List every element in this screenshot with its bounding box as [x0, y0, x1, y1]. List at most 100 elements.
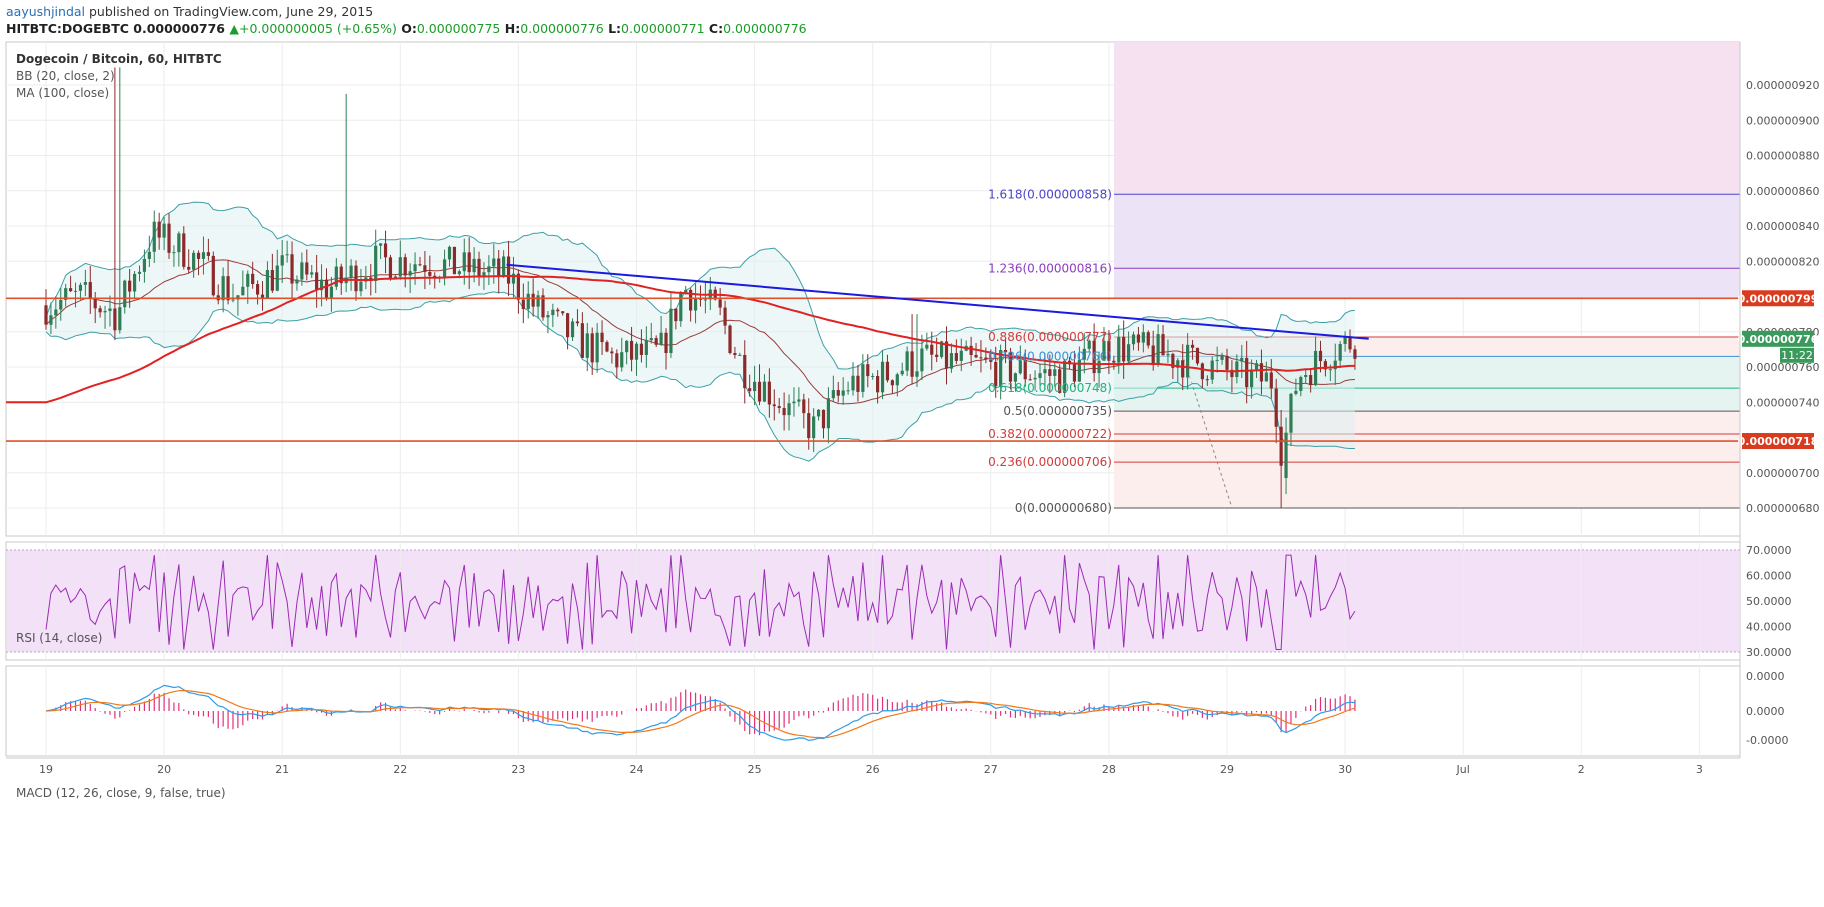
candle-body [949, 353, 954, 369]
price-axis-tick: 0.000000700 [1746, 467, 1819, 480]
candle-body [856, 375, 860, 392]
candle-body [1195, 347, 1200, 364]
candle-body [600, 332, 604, 343]
candle-body [241, 286, 245, 296]
candle-body [162, 223, 166, 238]
candle-body [388, 257, 393, 280]
candle-body [108, 308, 112, 312]
candle-body [999, 349, 1003, 387]
candle-body [644, 340, 648, 355]
candle-body [812, 416, 816, 439]
candle-body [487, 266, 491, 273]
candle-body [634, 343, 639, 360]
candle-body [1072, 364, 1077, 382]
candle-body [428, 271, 432, 276]
candle-body [1299, 377, 1303, 391]
support-price-badge: 0.000000718 [1738, 435, 1819, 448]
candle-body [777, 406, 781, 409]
candle-body [664, 332, 668, 354]
candle-body [516, 273, 520, 300]
candle-body [546, 315, 550, 318]
candle-body [1126, 344, 1131, 362]
candle-body [1156, 334, 1160, 365]
candle-body [192, 252, 196, 270]
up-arrow-icon: ▲ [229, 21, 239, 36]
candle-body [575, 321, 580, 324]
candle-body [674, 308, 678, 322]
candle-body [1146, 332, 1150, 346]
macd-axis-tick: -0.0000 [1746, 734, 1788, 747]
candle-body [1338, 344, 1342, 361]
candle-body [979, 357, 983, 359]
close-label: C: [708, 21, 724, 36]
candle-body [462, 252, 466, 272]
candle-body [1038, 373, 1042, 378]
candle-body [1033, 377, 1037, 380]
candle-body [511, 273, 516, 284]
candle-body [1274, 388, 1278, 427]
candle-body [703, 299, 707, 301]
candle-body [226, 276, 230, 301]
candle-body [1102, 340, 1106, 361]
price-axis-tick: 0.000000860 [1746, 185, 1819, 198]
macd-line [45, 684, 1355, 742]
candle-body [1018, 360, 1022, 374]
candle-body [1205, 379, 1209, 381]
candle-body [595, 332, 599, 363]
rsi-axis-tick: 60.0000 [1746, 570, 1792, 583]
ohlc-line: HITBTC:DOGEBTC 0.000000776 ▲+0.000000005… [6, 22, 807, 36]
fib-level-label: 1.618(0.000000858) [988, 187, 1112, 201]
published-text: published on TradingView.com, June 29, 2… [89, 4, 374, 19]
time-axis-tick: 22 [393, 763, 407, 776]
author-link[interactable]: aayushjindal [6, 4, 86, 19]
candle-body [797, 399, 801, 402]
candle-body [757, 381, 762, 402]
candle-body [236, 295, 240, 300]
candle-body [265, 270, 270, 299]
candle-body [172, 252, 176, 254]
candle-body [103, 311, 107, 313]
chart-header: aayushjindal published on TradingView.co… [0, 0, 1824, 38]
macd-legend[interactable]: MACD (12, 26, close, 9, false, true) [16, 786, 226, 800]
rsi-legend[interactable]: RSI (14, close) [16, 631, 103, 645]
bb-legend[interactable]: BB (20, close, 2) [16, 69, 115, 83]
candle-body [1151, 345, 1155, 365]
candle-body [132, 273, 137, 292]
open-value: 0.000000775 [416, 21, 501, 36]
candle-body [890, 380, 894, 386]
candle-body [403, 257, 407, 276]
candle-body [654, 338, 658, 345]
fib-level-label: 0.236(0.000000706) [988, 455, 1112, 469]
candle-body [502, 256, 506, 277]
time-axis-tick: 3 [1696, 763, 1703, 776]
candle-body [1112, 360, 1116, 363]
chart-canvas[interactable]: 1.618(0.000000858) 1.236(0.000000816) 0.88… [0, 38, 1824, 907]
candle-body [762, 381, 767, 402]
candle-body [930, 344, 934, 355]
fib-zone-top [1114, 42, 1740, 195]
close-value: 0.000000776 [723, 21, 807, 36]
fib-level-label: 0.5(0.000000735) [1003, 404, 1112, 418]
price-change: +0.000000005 (+0.65%) [238, 21, 397, 36]
bollinger-upper [45, 201, 1355, 370]
candle-body [1259, 363, 1264, 382]
candle-body [1043, 369, 1047, 374]
candle-body [285, 254, 289, 256]
candle-body [374, 245, 378, 282]
candle-body [1215, 359, 1219, 361]
candle-body [910, 351, 914, 377]
high-label: H: [504, 21, 521, 36]
ma-legend[interactable]: MA (100, close) [16, 86, 110, 100]
candle-body [354, 265, 358, 292]
candle-body [123, 280, 127, 308]
candle-body [1161, 334, 1165, 356]
candle-body [452, 246, 457, 275]
candle-body [270, 270, 274, 291]
candle-body [1181, 360, 1185, 378]
candle-body [447, 246, 452, 260]
macd-axis-tick: 0.0000 [1746, 670, 1785, 683]
candle-body [684, 289, 688, 294]
candle-body [167, 223, 171, 253]
countdown-badge: 11:22 [1781, 349, 1813, 362]
candle-body [310, 272, 314, 275]
